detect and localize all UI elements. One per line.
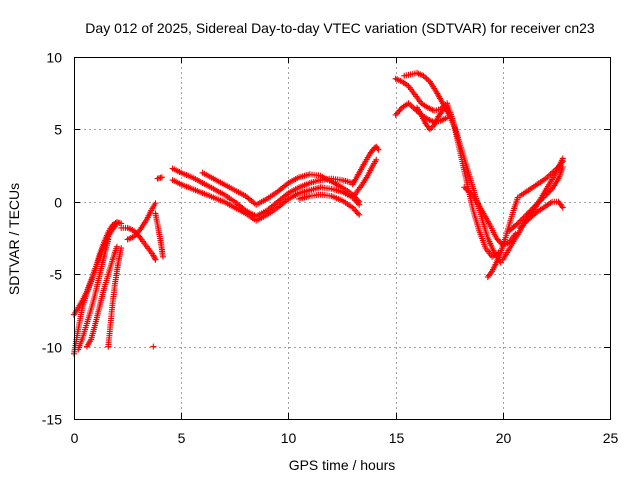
axis-ticks: [74, 57, 611, 420]
data-point: [356, 211, 363, 218]
data-point: [426, 126, 433, 133]
y-axis-tick-labels: -15 -10 -5 0 5 10: [42, 50, 62, 428]
series-sat-c: [75, 236, 112, 353]
data-point: [518, 223, 525, 230]
data-point: [529, 206, 536, 212]
data-point: [136, 233, 143, 240]
data-point: [151, 255, 158, 262]
data-point: [559, 204, 566, 211]
data-point: [392, 111, 399, 118]
series-sat-d: [83, 243, 120, 350]
data-point: [438, 109, 445, 115]
x-tick-label: 20: [496, 430, 512, 446]
data-point: [429, 123, 436, 130]
data-point: [534, 200, 541, 207]
data-point: [134, 229, 141, 236]
data-point: [542, 193, 548, 199]
x-tick-label: 10: [281, 430, 297, 446]
data-point: [160, 253, 166, 260]
series-sat-b: [71, 219, 125, 318]
data-point: [559, 158, 566, 165]
series-sat-n: [349, 143, 382, 188]
data-point: [150, 343, 157, 350]
data-point: [558, 159, 565, 166]
y-tick-label: -15: [42, 412, 62, 428]
data-point: [532, 203, 538, 210]
y-axis-label: SDTVAR / TECUs: [6, 183, 22, 295]
chart-title: Day 012 of 2025, Sidereal Day-to-day VTE…: [85, 20, 595, 36]
series-sat-u: [484, 194, 521, 281]
series-sat-x: [517, 198, 566, 231]
y-tick-label: 10: [46, 50, 62, 66]
data-points: [71, 69, 566, 357]
series-sat-y: [517, 158, 566, 199]
y-tick-label: 5: [54, 122, 62, 138]
data-point: [517, 217, 524, 224]
data-point: [354, 197, 361, 204]
data-point: [352, 207, 359, 214]
series-sat-h: [152, 210, 166, 260]
data-point: [349, 204, 356, 211]
data-point: [373, 156, 380, 163]
data-point: [513, 221, 520, 228]
series-sat-o: [351, 156, 380, 198]
data-point: [152, 200, 159, 207]
series-sat-w: [506, 164, 566, 234]
series-sat-m: [296, 191, 363, 218]
data-point: [532, 210, 539, 217]
y-tick-label: -10: [42, 340, 62, 356]
data-point: [132, 232, 139, 239]
data-point: [514, 220, 521, 227]
data-point: [539, 195, 546, 202]
plot-frame: [74, 57, 611, 420]
data-point: [113, 243, 120, 250]
data-point: [524, 217, 531, 224]
series-sat-s: [414, 104, 446, 133]
data-point: [158, 174, 165, 181]
data-point: [495, 237, 502, 244]
x-tick-label: 15: [389, 430, 405, 446]
series-sat-k: [169, 177, 363, 224]
x-tick-label: 0: [71, 430, 79, 446]
data-point: [118, 245, 125, 252]
data-point: [354, 210, 361, 217]
data-point: [131, 227, 137, 234]
series-sat-j: [169, 165, 356, 220]
y-tick-label: -5: [50, 267, 63, 283]
x-tick-label: 5: [178, 430, 186, 446]
data-point: [356, 198, 363, 205]
x-axis-label: GPS time / hours: [289, 457, 396, 473]
data-point: [152, 256, 159, 263]
series-sat-e: [105, 245, 125, 350]
series-sat-i: [154, 174, 165, 182]
grid-lines: [74, 57, 610, 419]
data-point: [439, 107, 446, 114]
x-axis-tick-labels: 0 5 10 15 20 25: [71, 430, 619, 446]
data-point: [105, 236, 112, 243]
data-point: [547, 187, 554, 194]
series-sat-g: [124, 200, 159, 243]
series-sat-r: [401, 69, 504, 266]
data-point: [375, 146, 382, 153]
y-tick-label: 0: [54, 195, 62, 211]
data-point: [523, 211, 530, 218]
x-tick-label: 25: [603, 430, 619, 446]
